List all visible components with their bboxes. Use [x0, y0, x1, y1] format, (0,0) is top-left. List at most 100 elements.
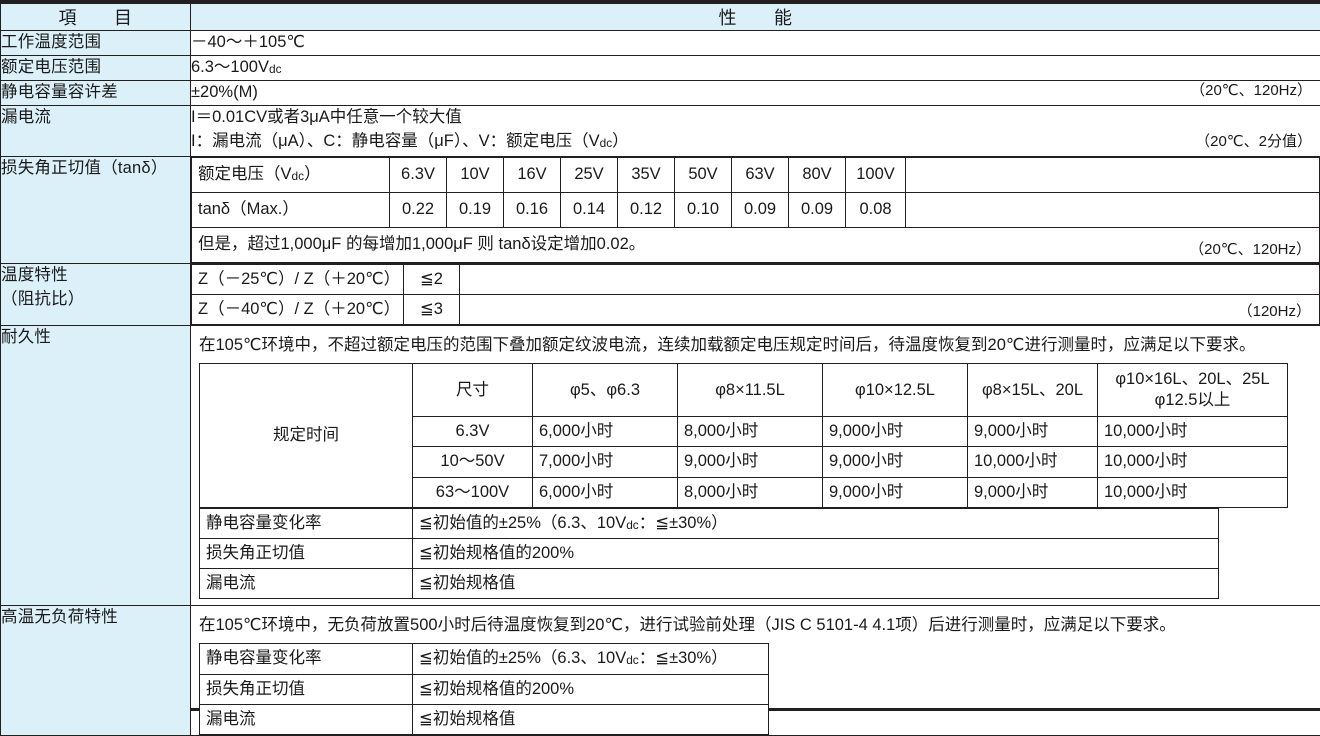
tan-delta-value-cell: 0.16 — [504, 192, 561, 227]
endurance-criteria-value: ≦初始值的±25%（6.3、10Vdc：≦±30%） — [413, 508, 1219, 538]
rated-voltage-header-post: ） — [304, 165, 321, 183]
tan-delta-value-cell: 0.14 — [561, 192, 618, 227]
tan-delta-table: 额定电压（Vdc） 6.3V 10V 16V 25V 35V 50V 63V 8… — [191, 157, 1320, 263]
endurance-hours-cell: 9,000小时 — [968, 477, 1098, 507]
label-endurance: 耐久性 — [1, 325, 191, 605]
high-temp-criteria-row: 静电容量变化率 ≦初始值的±25%（6.3、10Vdc：≦±30%） — [200, 644, 769, 674]
tan-delta-value-cell: 0.08 — [846, 192, 906, 227]
endurance-hours-cell: 9,000小时 — [823, 477, 968, 507]
header-performance-column: 性 能 — [191, 4, 1320, 31]
label-operating-temperature: 工作温度范围 — [1, 31, 191, 56]
temp-char-label-line1: 温度特性 — [1, 264, 190, 288]
tan-delta-filler — [906, 157, 1320, 192]
endurance-size-header: 尺寸 — [413, 364, 533, 417]
endurance-hours-cell: 10,000小时 — [1098, 417, 1288, 447]
endurance-hours-cell: 6,000小时 — [533, 477, 678, 507]
tan-delta-voltage-cell: 6.3V — [390, 157, 447, 192]
header-item-label: 項 目 — [59, 8, 133, 28]
value-rated-voltage-range: 6.3〜100Vdc — [191, 55, 1320, 80]
value-leakage-current: I＝0.01CV或者3μA中任意一个较大值 I：漏电流（μA）、C：静电容量（μ… — [191, 105, 1320, 156]
row-endurance: 耐久性 在105℃环境中，不超过额定电压的范围下叠加额定纹波电流，连续加载额定电… — [1, 325, 1320, 605]
tan-delta-value-cell: 0.12 — [618, 192, 675, 227]
tan-delta-value-cell: 0.09 — [789, 192, 846, 227]
temp-char-label-line2: （阻抗比） — [1, 288, 190, 312]
impedance-expression: Z（－25℃）/ Z（＋20℃） — [192, 264, 404, 294]
high-temp-criteria-row: 损失角正切值 ≦初始规格值的200% — [200, 674, 769, 704]
rated-voltage-header-sub: dc — [292, 169, 305, 183]
header-performance-label: 性 能 — [719, 8, 793, 28]
leakage-legend-pre: I：漏电流（μA）、C：静电容量（μF）、V：额定电压（V — [191, 132, 600, 150]
endurance-size-column: φ8×15L、20L — [968, 364, 1098, 417]
criteria-value-pre: ≦初始值的±25%（6.3、10V — [419, 514, 626, 532]
header-item-column: 項 目 — [1, 4, 191, 31]
temp-char-filler — [460, 264, 1320, 294]
tan-delta-voltage-cell: 80V — [789, 157, 846, 192]
leakage-formula-line: I＝0.01CV或者3μA中任意一个较大值 — [191, 106, 1320, 130]
capacitance-tolerance-text: ±20%(M) — [191, 83, 258, 101]
endurance-bottom-spacer — [191, 599, 1320, 605]
specification-table: 項 目 性 能 工作温度范围 －40〜＋105℃ 额定电压范围 6.3〜100V… — [0, 3, 1320, 736]
leakage-legend-line: I：漏电流（μA）、C：静电容量（μF）、V：额定电压（Vdc） — [191, 130, 1320, 154]
criteria-value-post: ：≦±30%） — [639, 514, 728, 532]
row-tan-delta: 损失角正切值（tanδ） 额定电压（Vdc） 6.3V 10V 16V 25V … — [1, 156, 1320, 263]
endurance-criteria-row: 损失角正切值 ≦初始规格值的200% — [200, 538, 1219, 568]
high-temp-criteria-value: ≦初始规格值的200% — [413, 674, 769, 704]
rated-voltage-text: 6.3〜100V — [191, 58, 269, 76]
endurance-criteria-value: ≦初始规格值 — [413, 568, 1219, 598]
high-temp-criteria-value: ≦初始规格值 — [413, 704, 769, 734]
tan-delta-value-row: tanδ（Max.） 0.22 0.19 0.16 0.14 0.12 0.10… — [192, 192, 1320, 227]
tan-delta-voltage-cell: 35V — [618, 157, 675, 192]
row-high-temperature-no-load: 高温无负荷特性 在105℃环境中，无负荷放置500小时后待温度恢复到20℃，进行… — [1, 605, 1320, 735]
row-temperature-characteristics: 温度特性 （阻抗比） Z（－25℃）/ Z（＋20℃） ≦2 Z（－40℃）/ … — [1, 263, 1320, 325]
tan-delta-condition: （20℃、120Hz） — [1189, 239, 1311, 260]
endurance-hours-cell: 8,000小时 — [678, 417, 823, 447]
leakage-current-label-text: 漏电流 — [1, 108, 51, 126]
temp-char-condition-cell: （120Hz） — [460, 294, 1320, 324]
criteria-value-post: ：≦±30%） — [639, 649, 728, 667]
tan-delta-voltage-cell: 10V — [447, 157, 504, 192]
endurance-criteria-row: 静电容量变化率 ≦初始值的±25%（6.3、10Vdc：≦±30%） — [200, 508, 1219, 538]
endurance-criteria-table: 静电容量变化率 ≦初始值的±25%（6.3、10Vdc：≦±30%） 损失角正切… — [199, 508, 1219, 599]
tan-delta-value-cell: 0.09 — [732, 192, 789, 227]
endurance-criteria-row: 漏电流 ≦初始规格值 — [200, 568, 1219, 598]
high-temp-no-load-criteria-table: 静电容量变化率 ≦初始值的±25%（6.3、10Vdc：≦±30%） 损失角正切… — [199, 643, 769, 734]
endurance-hours-cell: 10,000小时 — [1098, 447, 1288, 477]
tan-delta-value-cell: 0.19 — [447, 192, 504, 227]
tan-delta-rated-voltage-header: 额定电压（Vdc） — [192, 157, 390, 192]
high-temp-criteria-name: 静电容量变化率 — [200, 644, 413, 674]
endurance-size-column: φ8×11.5L — [678, 364, 823, 417]
endurance-size-column-last: φ10×16L、20L、25L φ12.5以上 — [1098, 364, 1288, 417]
rated-voltage-subscript: dc — [269, 62, 282, 76]
endurance-size-last-line1: φ10×16L、20L、25L — [1104, 369, 1281, 390]
endurance-criteria-value: ≦初始规格值的200% — [413, 538, 1219, 568]
tan-delta-voltage-row: 额定电压（Vdc） 6.3V 10V 16V 25V 35V 50V 63V 8… — [192, 157, 1320, 192]
tan-delta-footnote-cell: 但是，超过1,000μF 的每增加1,000μF 则 tanδ设定增加0.02。… — [192, 227, 1320, 262]
impedance-ratio-row: Z（－25℃）/ Z（＋20℃） ≦2 — [192, 264, 1320, 294]
label-temperature-characteristics: 温度特性 （阻抗比） — [1, 263, 191, 325]
endurance-hours-cell: 10,000小时 — [968, 447, 1098, 477]
endurance-voltage-cell: 6.3V — [413, 417, 533, 447]
endurance-hours-cell: 8,000小时 — [678, 477, 823, 507]
value-high-temperature-no-load: 在105℃环境中，无负荷放置500小时后待温度恢复到20℃，进行试验前处理（JI… — [191, 605, 1320, 735]
impedance-value: ≦2 — [404, 264, 460, 294]
label-leakage-current: 漏电流 — [1, 105, 191, 156]
value-operating-temperature: －40〜＋105℃ — [191, 31, 1320, 56]
endurance-criteria-name: 漏电流 — [200, 568, 413, 598]
endurance-size-column: φ5、φ6.3 — [533, 364, 678, 417]
value-tan-delta: 额定电压（Vdc） 6.3V 10V 16V 25V 35V 50V 63V 8… — [191, 156, 1320, 263]
row-capacitance-tolerance: 静电容量容许差 ±20%(M) （20℃、120Hz） — [1, 80, 1320, 105]
criteria-value-sub: dc — [626, 653, 639, 667]
impedance-expression: Z（－40℃）/ Z（＋20℃） — [192, 294, 404, 324]
criteria-value-sub: dc — [626, 518, 639, 532]
endurance-duration-table: 规定时间 尺寸 φ5、φ6.3 φ8×11.5L φ10×12.5L φ8×15… — [199, 363, 1288, 507]
tan-delta-voltage-cell: 63V — [732, 157, 789, 192]
spec-table-sheet: 項 目 性 能 工作温度范围 －40〜＋105℃ 额定电压范围 6.3〜100V… — [0, 0, 1320, 711]
value-capacitance-tolerance: ±20%(M) （20℃、120Hz） — [191, 80, 1320, 105]
tan-delta-filler — [906, 192, 1320, 227]
temperature-characteristics-table: Z（－25℃）/ Z（＋20℃） ≦2 Z（－40℃）/ Z（＋20℃） ≦3 … — [191, 264, 1320, 325]
tan-delta-voltage-cell: 100V — [846, 157, 906, 192]
table-header-row: 項 目 性 能 — [1, 4, 1320, 31]
endurance-hours-cell: 6,000小时 — [533, 417, 678, 447]
endurance-size-header-row: 规定时间 尺寸 φ5、φ6.3 φ8×11.5L φ10×12.5L φ8×15… — [200, 364, 1288, 417]
tan-delta-voltage-cell: 50V — [675, 157, 732, 192]
